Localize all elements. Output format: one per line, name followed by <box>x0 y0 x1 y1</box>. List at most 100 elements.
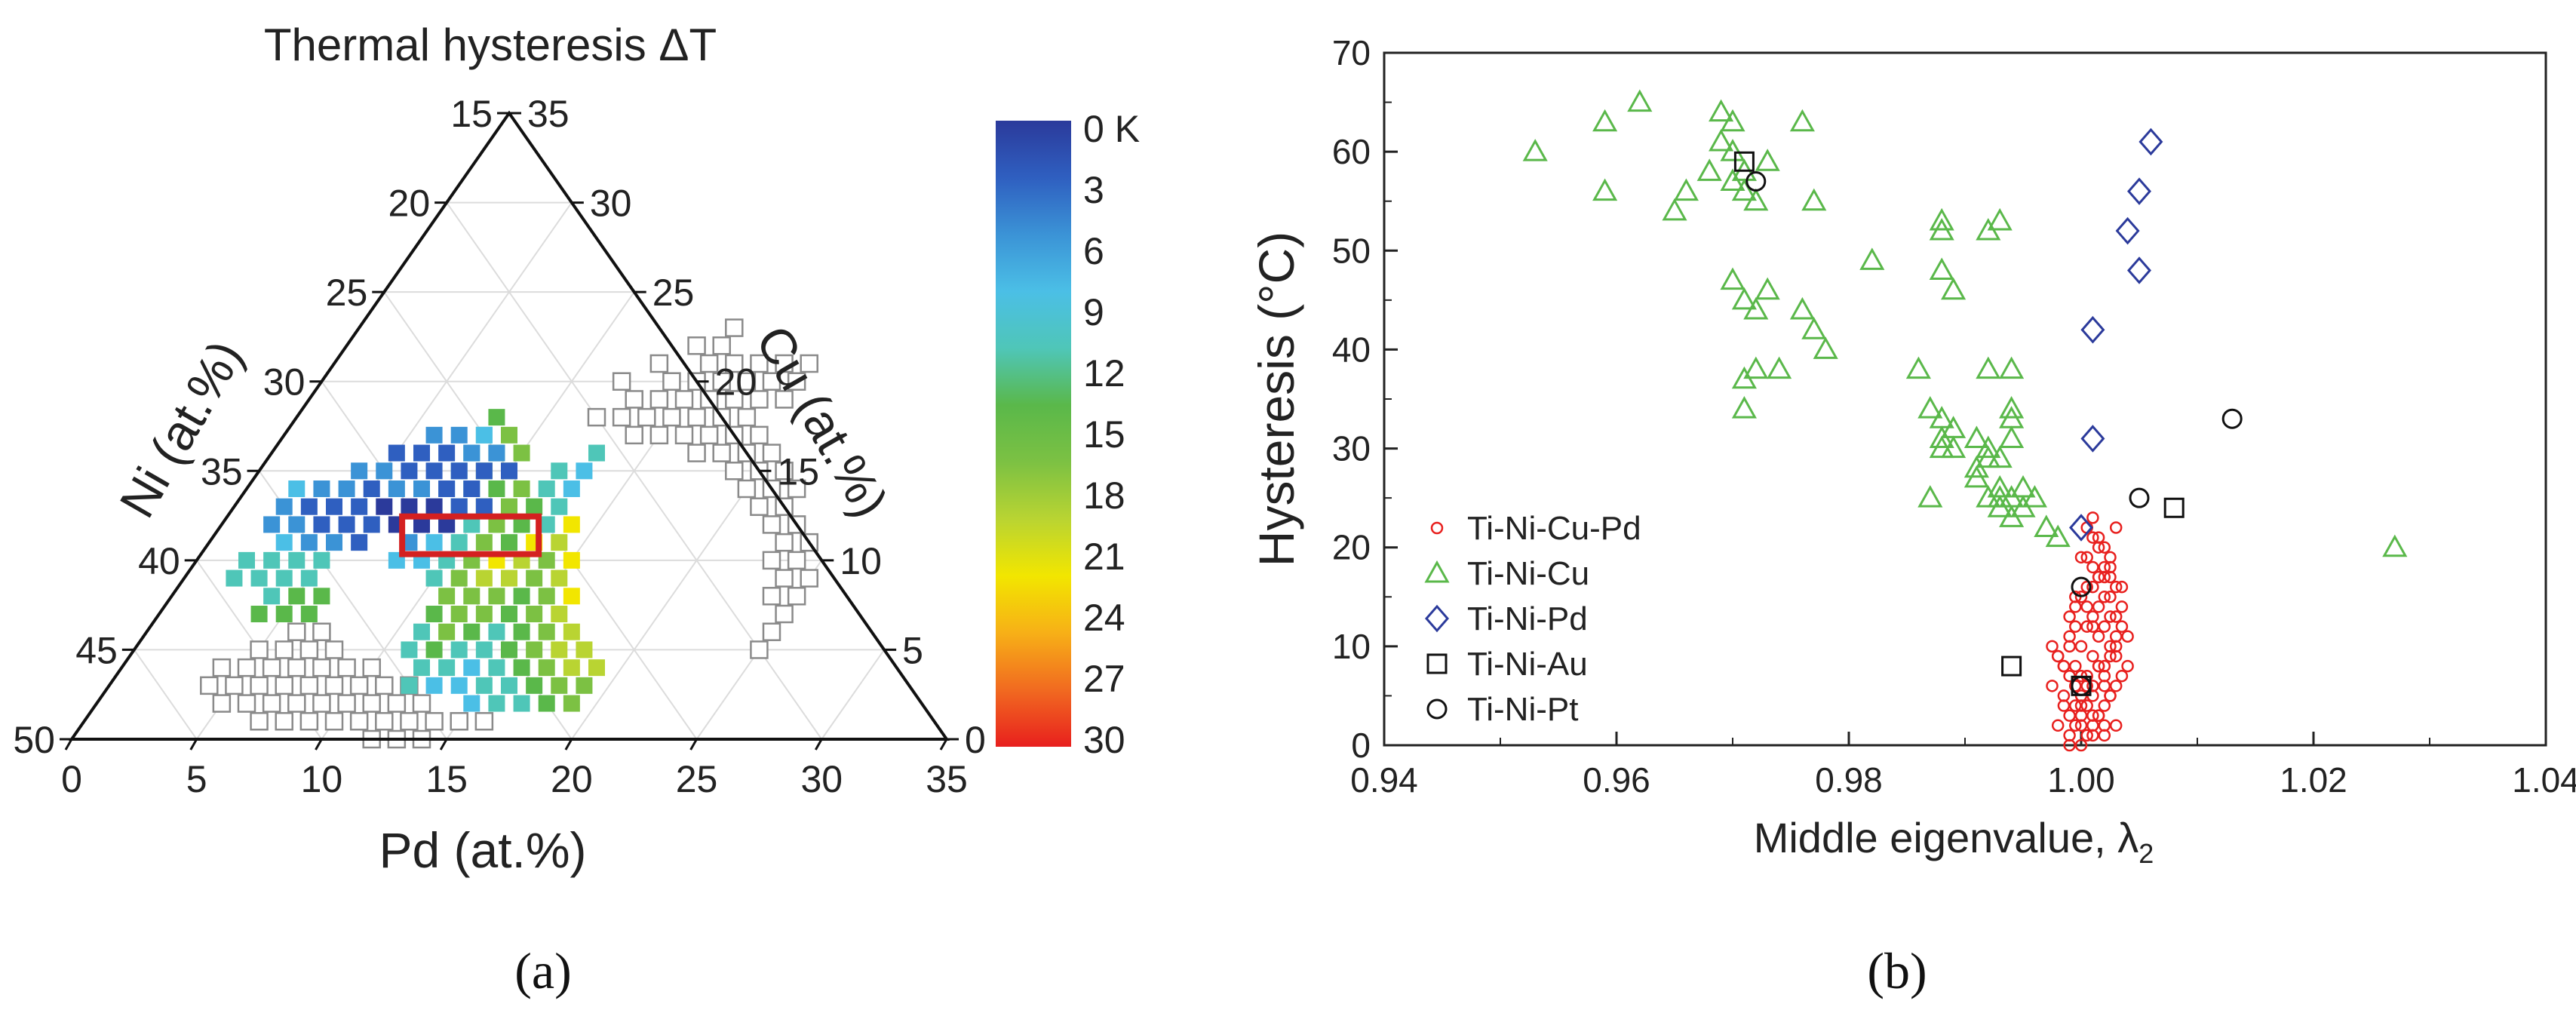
pd-tick <box>439 738 448 751</box>
data-point <box>1976 435 2001 459</box>
ternary-point-empty <box>649 425 669 445</box>
ternary-point <box>526 677 543 694</box>
colorbar-tick-label: 18 <box>1083 474 1125 517</box>
ternary-point-empty <box>375 676 394 695</box>
x-tick-label: 0.98 <box>1815 760 1883 800</box>
ternary-point-empty <box>737 372 757 391</box>
ternary-point <box>513 444 530 462</box>
pd-tick-label: 15 <box>425 758 468 800</box>
data-point <box>2022 485 2047 508</box>
data-point <box>2074 591 2088 603</box>
data-point <box>1859 247 1885 270</box>
x-axis-label: Middle eigenvalue, λ2 <box>1754 814 2154 869</box>
data-point <box>2001 655 2022 677</box>
data-point <box>2115 600 2129 613</box>
colorbar-tick-label: 27 <box>1083 658 1125 700</box>
ternary-point <box>563 623 580 640</box>
ternary-point-empty <box>712 372 731 391</box>
data-point <box>1976 356 2001 379</box>
ternary-point-empty <box>612 407 631 427</box>
ternary-point-empty <box>362 694 381 713</box>
data-point <box>2086 580 2099 594</box>
ternary-point <box>526 498 543 515</box>
ternary-point <box>425 641 443 658</box>
ternary-point <box>563 480 580 497</box>
ternary-point-empty <box>699 354 719 373</box>
data-point <box>2034 514 2059 537</box>
ternary-point-empty <box>324 712 344 731</box>
ternary-point <box>388 444 405 462</box>
ternary-point <box>263 588 281 605</box>
data-point <box>1709 128 1734 152</box>
ternary-point <box>526 641 543 658</box>
y-tick-label: 70 <box>1332 33 1371 72</box>
data-point <box>2104 610 2117 623</box>
data-point <box>1627 89 1653 112</box>
pd-tick <box>189 738 198 751</box>
data-point <box>2057 699 2071 712</box>
data-point <box>1673 178 1699 201</box>
ternary-point-empty <box>687 336 706 355</box>
data-point <box>2104 689 2117 702</box>
ternary-point <box>513 516 530 533</box>
colorbar-tick-label: 3 <box>1083 169 1104 211</box>
ternary-point <box>300 498 318 515</box>
series-ti-ni-pd <box>2069 127 2163 542</box>
ni-tick-label: 50 <box>13 719 55 761</box>
ternary-point <box>501 426 517 444</box>
ternary-point <box>463 516 481 533</box>
ternary-point-empty <box>299 712 319 731</box>
data-point <box>2109 680 2123 692</box>
data-point <box>1941 416 1967 438</box>
ternary-point-empty <box>262 658 281 677</box>
data-point <box>2098 541 2111 554</box>
cu-tick-label: 35 <box>527 93 570 135</box>
data-point <box>2098 620 2111 633</box>
ternary-point <box>425 534 443 551</box>
data-point <box>2080 600 2093 613</box>
x-tick-label: 1.04 <box>2512 760 2576 800</box>
ternary-gridline <box>571 470 760 740</box>
ternary-point-empty <box>750 354 769 373</box>
ternary-point <box>576 462 593 480</box>
x-axis-label-main: Middle eigenvalue, λ <box>1754 814 2139 861</box>
colorbar-tick-label: 21 <box>1083 536 1125 578</box>
ternary-point-empty <box>349 712 369 731</box>
ternary-point-empty <box>287 658 306 677</box>
y-tick-label: 30 <box>1332 429 1371 468</box>
ternary-point-empty <box>237 658 256 677</box>
ternary-point-empty <box>662 372 681 391</box>
x-tick-label: 1.00 <box>2047 760 2115 800</box>
data-point <box>2092 630 2105 643</box>
ternary-point-empty <box>787 372 806 391</box>
ternary-point <box>263 516 281 533</box>
ternary-point <box>300 606 318 622</box>
ternary-point <box>526 569 543 587</box>
ternary-point <box>475 641 493 658</box>
data-point <box>1813 336 1838 359</box>
ternary-point <box>363 516 380 533</box>
data-point <box>2098 699 2111 712</box>
ternary-point-empty <box>725 462 744 480</box>
ternary-point <box>263 551 281 569</box>
data-point <box>2092 570 2105 584</box>
ternary-point-empty <box>775 533 794 552</box>
ternary-point-empty <box>375 712 394 731</box>
ternary-point <box>538 659 555 677</box>
ternary-point <box>513 480 530 497</box>
ternary-point-empty <box>712 336 731 355</box>
data-point <box>2115 216 2140 245</box>
ternary-point <box>563 695 580 712</box>
data-point <box>1720 109 1745 132</box>
data-point <box>1733 151 1755 172</box>
ternary-point <box>513 695 530 712</box>
ternary-point-empty <box>275 640 293 659</box>
ternary-point-empty <box>275 676 293 695</box>
data-point <box>2069 659 2082 673</box>
ternary-point <box>475 569 493 587</box>
ternary-point <box>438 480 456 497</box>
ternary-point <box>413 623 430 640</box>
ternary-point-empty <box>450 712 468 731</box>
ternary-point <box>450 641 468 658</box>
ternary-point <box>488 623 505 640</box>
